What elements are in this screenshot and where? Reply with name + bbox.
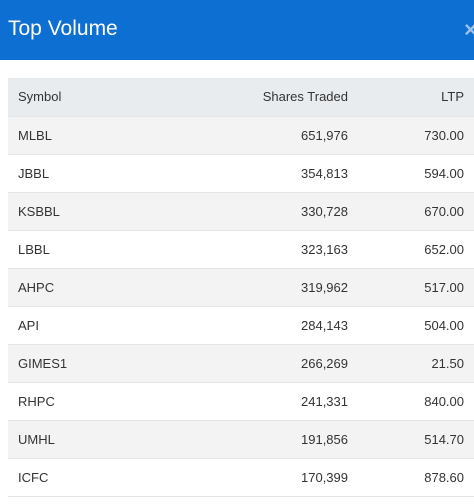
cell-ltp: 730.00 [348, 116, 474, 155]
table-body: MLBL 651,976 730.00 JBBL 354,813 594.00 KSBBL 3… [8, 116, 474, 497]
modal-header: Top Volume × [0, 0, 474, 60]
table-row[interactable]: ICFC 170,399 878.60 [8, 458, 474, 497]
cell-shares-traded: 330,728 [168, 192, 348, 231]
cell-shares-traded: 266,269 [168, 344, 348, 383]
cell-ltp: 594.00 [348, 154, 474, 193]
table-row[interactable]: KSBBL 330,728 670.00 [8, 192, 474, 231]
column-header-shares-traded[interactable]: Shares Traded [168, 78, 348, 117]
table-row[interactable]: RHPC 241,331 840.00 [8, 382, 474, 421]
table-row[interactable]: JBBL 354,813 594.00 [8, 154, 474, 193]
cell-symbol[interactable]: GIMES1 [8, 344, 168, 383]
column-header-symbol[interactable]: Symbol [8, 78, 168, 117]
cell-symbol[interactable]: MLBL [8, 116, 168, 155]
table-header-row: Symbol Shares Traded LTP [8, 78, 474, 117]
cell-shares-traded: 354,813 [168, 154, 348, 193]
cell-symbol[interactable]: AHPC [8, 268, 168, 307]
table-row[interactable]: AHPC 319,962 517.00 [8, 268, 474, 307]
cell-symbol[interactable]: API [8, 306, 168, 345]
cell-symbol[interactable]: RHPC [8, 382, 168, 421]
column-header-ltp[interactable]: LTP [348, 78, 474, 117]
cell-ltp: 878.60 [348, 458, 474, 497]
cell-shares-traded: 241,331 [168, 382, 348, 421]
cell-symbol[interactable]: KSBBL [8, 192, 168, 231]
cell-shares-traded: 323,163 [168, 230, 348, 269]
cell-shares-traded: 170,399 [168, 458, 348, 497]
cell-ltp: 504.00 [348, 306, 474, 345]
cell-symbol[interactable]: LBBL [8, 230, 168, 269]
cell-ltp: 652.00 [348, 230, 474, 269]
cell-shares-traded: 284,143 [168, 306, 348, 345]
modal-title: Top Volume [8, 17, 118, 40]
table-row[interactable]: UMHL 191,856 514.70 [8, 420, 474, 459]
top-volume-table: Symbol Shares Traded LTP MLBL 651,976 730.… [8, 78, 474, 497]
cell-symbol[interactable]: JBBL [8, 154, 168, 193]
cell-shares-traded: 651,976 [168, 116, 348, 155]
cell-ltp: 670.00 [348, 192, 474, 231]
table-row[interactable]: GIMES1 266,269 21.50 [8, 344, 474, 383]
table-row[interactable]: LBBL 323,163 652.00 [8, 230, 474, 269]
cell-symbol[interactable]: ICFC [8, 458, 168, 497]
cell-ltp: 514.70 [348, 420, 474, 459]
cell-shares-traded: 191,856 [168, 420, 348, 459]
close-icon[interactable]: × [464, 17, 474, 42]
cell-ltp: 840.00 [348, 382, 474, 421]
cell-shares-traded: 319,962 [168, 268, 348, 307]
cell-symbol[interactable]: UMHL [8, 420, 168, 459]
cell-ltp: 21.50 [348, 344, 474, 383]
table-row[interactable]: API 284,143 504.00 [8, 306, 474, 345]
table-row[interactable]: MLBL 651,976 730.00 [8, 116, 474, 155]
cell-ltp: 517.00 [348, 268, 474, 307]
